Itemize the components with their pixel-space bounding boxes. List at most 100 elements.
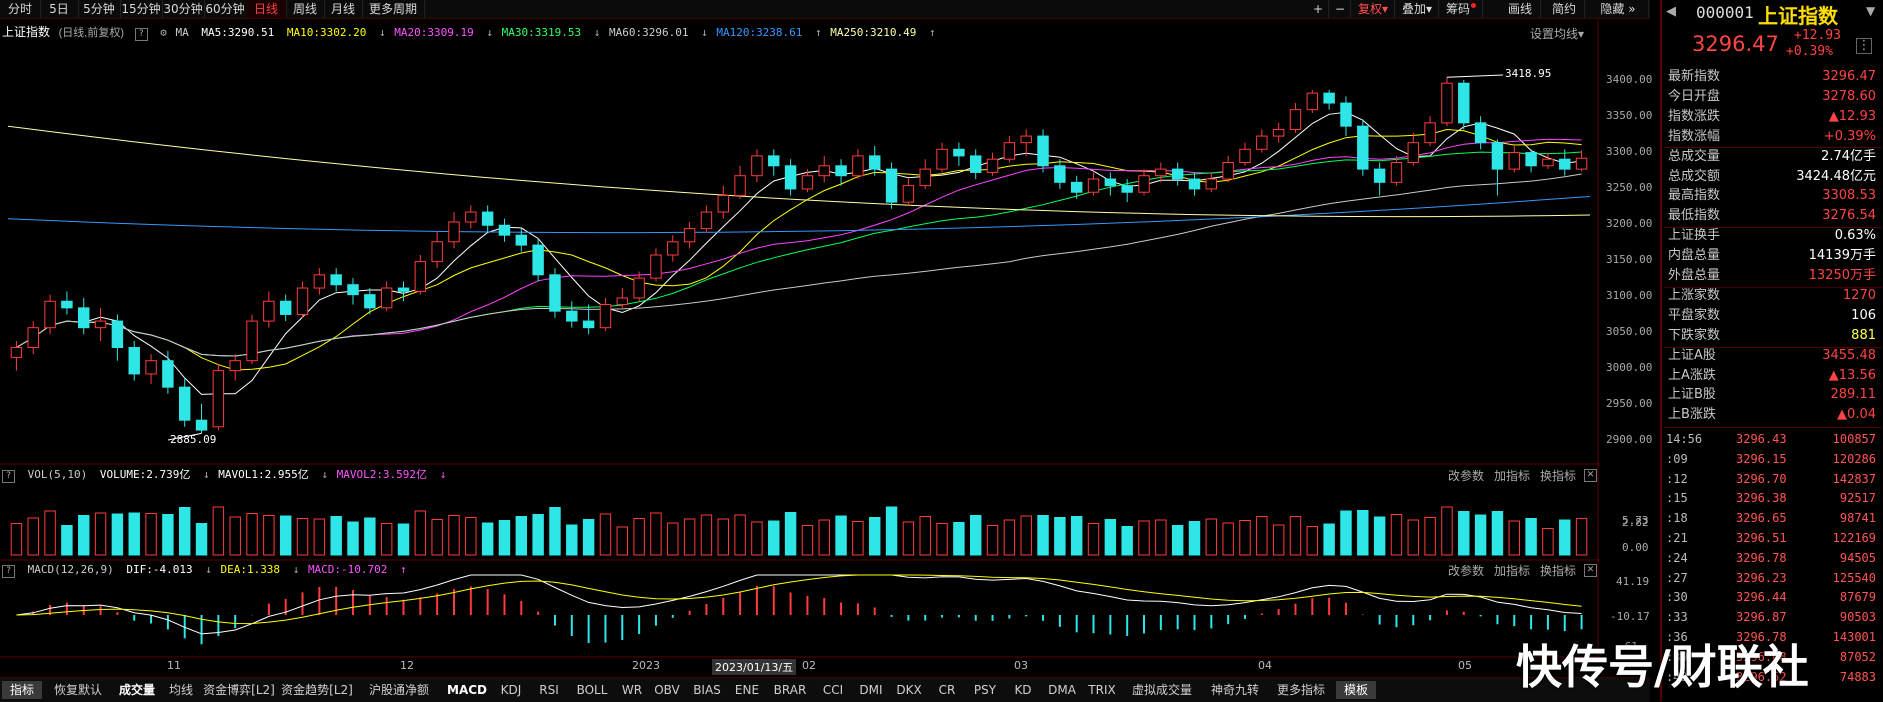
tab-15min[interactable]: 15分钟 [120,0,163,18]
collapse-arrow-icon[interactable]: ◀ [1666,4,1676,19]
volume-bar [1155,519,1167,556]
close-icon[interactable]: ✕ [1584,469,1597,482]
high-annotation: 3418.95 [1505,67,1552,80]
indicator-tab[interactable]: KDJ [500,683,522,697]
volume-bar [919,516,931,556]
indicator-tab[interactable]: BOLL [576,683,608,697]
simple-button[interactable]: 简约 [1544,0,1585,18]
tick-vol: 94505 [1839,550,1876,565]
macd-histogram [16,574,1583,645]
indicator-tab[interactable]: RSI [539,683,559,697]
tab-intraday[interactable]: 分时 [0,0,41,18]
kline-chart[interactable] [0,0,1600,660]
separator [1664,227,1882,228]
indicator-tab[interactable]: 模板 [1336,681,1376,699]
macd-value: MACD:-10.702 [307,563,388,576]
arrow-up-icon: ↑ [400,563,407,576]
hide-button[interactable]: 隐藏 » [1588,0,1649,18]
volume-bar [44,510,56,556]
indicator-tab[interactable]: TRIX [1088,683,1116,697]
volume-bar [229,516,241,556]
zoom-in-button[interactable]: + [1308,0,1329,18]
indicator-tab[interactable]: 虚拟成交量 [1131,683,1192,697]
candle-body [162,360,174,388]
quote-row: 最高指数 3308.53 [1668,186,1880,206]
tab-30min[interactable]: 30分钟 [162,0,205,18]
indicator-tab[interactable]: 恢复默认 [53,683,102,697]
candle-body [1340,102,1352,127]
candle-body [431,241,443,263]
vol-add-indicator[interactable]: 加指标 [1494,469,1531,483]
indicator-tab[interactable]: 更多指标 [1276,683,1325,697]
indicator-tab[interactable]: 沪股通净额 [368,683,429,697]
indicator-tab[interactable]: BIAS [693,683,721,697]
indicator-tab[interactable]: 均线 [168,683,193,697]
candle-body [1289,109,1302,130]
settings-gear-icon[interactable]: ⚙ [160,26,167,39]
tick-vol: 87052 [1839,649,1876,664]
chips-button[interactable]: 筹码 [1440,0,1483,18]
draw-line-button[interactable]: 画线 [1500,0,1541,18]
macd-swap-indicator[interactable]: 换指标 [1540,564,1577,578]
indicator-tab[interactable]: WR [621,683,643,697]
indicator-tab[interactable]: 资金博弈[L2] [203,683,275,697]
tick-price: 3296.38 [1736,491,1787,506]
help-icon[interactable]: ? [2,470,15,483]
close-icon[interactable]: ✕ [1584,564,1597,577]
indicator-tab[interactable]: DMA [1048,683,1076,697]
quote-row-value: 1270 [1842,287,1876,303]
overlay-button[interactable]: 叠加▾ [1396,0,1439,18]
vol-change-params[interactable]: 改参数 [1448,469,1485,483]
volume-bar [1407,519,1420,556]
price-tick: 3350.00 [1606,109,1653,122]
volume-bar [94,512,107,556]
volume-bar [330,516,342,556]
volume-bar [869,517,881,556]
indicator-tab[interactable]: OBV [654,683,680,697]
indicator-tab[interactable]: DMI [859,683,883,697]
tab-monthly[interactable]: 月线 [324,0,363,18]
help-icon[interactable]: ? [134,28,148,41]
volume-bar [751,521,763,556]
help-icon[interactable]: ? [2,565,15,578]
quote-row: 指数涨幅 +0.39% [1668,127,1880,147]
more-icon[interactable]: ⋮ [1856,38,1872,54]
quote-row-label: 总成交量 [1668,148,1721,164]
ma-settings-link[interactable]: 设置均线▾ [1530,25,1584,42]
volume-bar [1559,519,1571,556]
candle-body [1424,122,1436,144]
indicator-tab[interactable]: DKX [896,683,922,697]
tick-vol: 125540 [1832,570,1876,585]
indicator-tab[interactable]: KD [1014,683,1032,697]
tab-5min[interactable]: 5分钟 [78,0,121,18]
zoom-out-button[interactable]: − [1330,0,1351,18]
indicator-tab[interactable]: 指标 [2,681,42,699]
indicator-tab[interactable]: 资金趋势[L2] [281,683,353,697]
indicator-tab[interactable]: BRAR [773,683,807,697]
tab-more-periods[interactable]: 更多周期 [362,0,425,18]
macd-change-params[interactable]: 改参数 [1448,564,1485,578]
volume-bar [364,517,376,556]
quote-row: 上证B股 289.11 [1668,385,1880,405]
tick-price: 3296.44 [1736,590,1787,605]
indicator-tab[interactable]: CR [938,683,956,697]
macd-add-indicator[interactable]: 加指标 [1494,564,1531,578]
x-axis-label: 03 [1014,659,1028,672]
indicator-tab[interactable]: PSY [973,683,997,697]
tab-weekly[interactable]: 周线 [286,0,325,18]
indicator-tab[interactable]: ENE [734,683,760,697]
candle-body [953,148,965,157]
tick-time: :42 [1666,669,1688,684]
indicator-tab[interactable]: 成交量 [118,683,155,697]
dropdown-icon[interactable]: ▼ [1866,4,1876,18]
candle-body [94,320,107,329]
indicator-tab[interactable]: MACD [447,683,487,697]
quote-row-label: 上证换手 [1668,228,1721,244]
adjust-button[interactable]: 复权▾ [1352,0,1395,18]
tick-time: :30 [1666,590,1688,605]
tab-daily[interactable]: 日线 [246,0,287,18]
tab-5day[interactable]: 5日 [40,0,79,18]
indicator-tab[interactable]: 神奇九转 [1210,683,1259,697]
indicator-tab[interactable]: CCI [822,683,844,697]
vol-swap-indicator[interactable]: 换指标 [1540,469,1577,483]
